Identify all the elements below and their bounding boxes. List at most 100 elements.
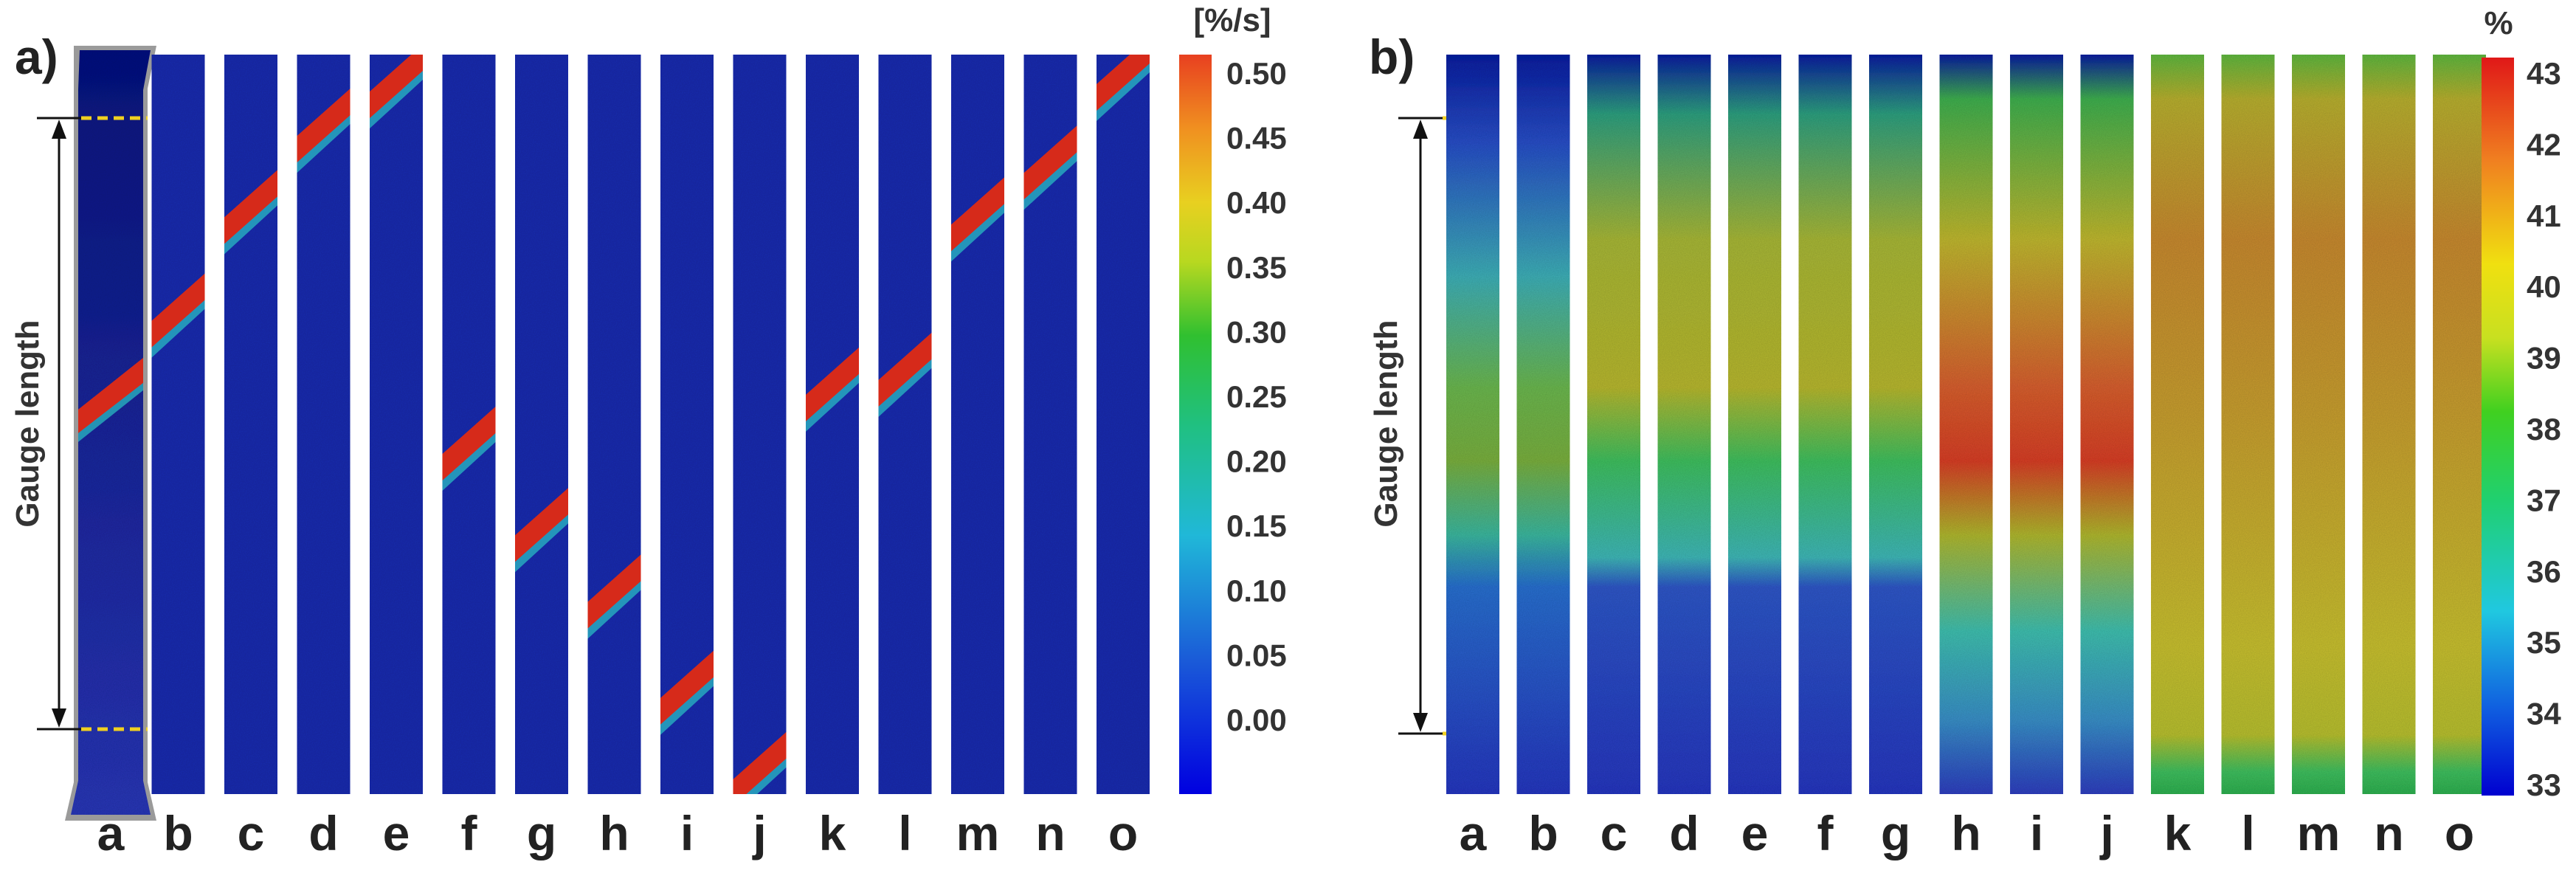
strip-label-a-o: o bbox=[1108, 806, 1138, 861]
strip-b-n bbox=[2362, 55, 2416, 794]
strip-label-a-i: i bbox=[680, 806, 694, 861]
shear-band bbox=[370, 55, 423, 119]
shear-band bbox=[587, 554, 641, 629]
strip-field bbox=[1869, 55, 1922, 794]
strip-field bbox=[297, 55, 351, 794]
strip-label-b-d: d bbox=[1669, 806, 1699, 861]
strip-label-a-f: f bbox=[461, 806, 478, 861]
strip-a-n bbox=[1023, 55, 1077, 794]
strip-label-b-n: n bbox=[2374, 806, 2403, 861]
strip-label-b-k: k bbox=[2164, 806, 2192, 861]
strip-b-i bbox=[2010, 55, 2063, 794]
strip-field bbox=[1587, 55, 1640, 794]
strip-field bbox=[733, 55, 787, 794]
shear-band bbox=[297, 89, 351, 163]
strip-field bbox=[370, 55, 423, 794]
strip-label-b-c: c bbox=[1600, 806, 1628, 861]
strip-label-a-m: m bbox=[956, 806, 1000, 861]
strip-field bbox=[1728, 55, 1781, 794]
shear-band bbox=[442, 407, 496, 481]
strip-field bbox=[806, 55, 859, 794]
strip-b-o bbox=[2433, 55, 2486, 794]
colorbar-b-tick: 40 bbox=[2527, 269, 2561, 304]
strip-a-k bbox=[806, 55, 859, 794]
strip-b-f bbox=[1798, 55, 1852, 794]
panel-b-colorbar: % 43 42 41 40 39 38 37 36 35 34 33 bbox=[2482, 5, 2561, 802]
strip-label-b-g: g bbox=[1881, 806, 1910, 861]
strip-label-a-b: b bbox=[163, 806, 193, 861]
strip-field bbox=[1657, 55, 1711, 794]
colorbar-b-tick: 42 bbox=[2527, 127, 2561, 162]
strip-a-e bbox=[370, 55, 423, 794]
strip-b-c bbox=[1587, 55, 1640, 794]
shear-band bbox=[806, 347, 859, 421]
strip-a-m bbox=[951, 55, 1004, 794]
panel-b-label: b) bbox=[1369, 30, 1415, 84]
strip-label-a-a: a bbox=[97, 806, 125, 861]
strip-field bbox=[151, 55, 205, 794]
strip-label-a-h: h bbox=[599, 806, 629, 861]
shear-band bbox=[78, 357, 143, 433]
strip-label-b-j: j bbox=[2099, 806, 2113, 861]
strip-a-b bbox=[151, 55, 205, 794]
colorbar-b-tick: 34 bbox=[2527, 697, 2561, 731]
gauge-b-arrow-down bbox=[1413, 713, 1428, 732]
strip-a-l bbox=[878, 55, 932, 794]
colorbar-a-tick: 0.15 bbox=[1226, 508, 1287, 543]
strip-label-b-l: l bbox=[2241, 806, 2254, 861]
colorbar-a-tick: 0.00 bbox=[1226, 703, 1287, 737]
shear-band bbox=[1023, 125, 1077, 200]
colorbar-a-tick: 0.45 bbox=[1226, 121, 1287, 156]
colorbar-a-tick: 0.50 bbox=[1226, 56, 1287, 91]
strip-label-a-d: d bbox=[308, 806, 338, 861]
strip-field bbox=[1939, 55, 1993, 794]
strip-field bbox=[2151, 55, 2204, 794]
strip-field bbox=[2292, 55, 2345, 794]
panel-b-strips bbox=[1446, 55, 2486, 794]
strip-a-o bbox=[1097, 55, 1150, 794]
strip-a-d bbox=[297, 55, 351, 794]
colorbar-b-tick: 36 bbox=[2527, 554, 2561, 589]
shear-band bbox=[151, 273, 205, 348]
colorbar-a-ticks: 0.50 0.45 0.40 0.35 0.30 0.25 0.20 0.15 0.10 0.05… bbox=[1226, 56, 1287, 737]
gauge-arrow-up bbox=[52, 120, 66, 139]
strip-field bbox=[2221, 55, 2275, 794]
strip-field bbox=[587, 55, 641, 794]
shear-band bbox=[660, 650, 714, 725]
strip-label-b-f: f bbox=[1817, 806, 1834, 861]
strip-field bbox=[1097, 55, 1150, 794]
strip-b-k bbox=[2151, 55, 2204, 794]
strip-label-a-e: e bbox=[383, 806, 410, 861]
colorbar-a-scale bbox=[1179, 55, 1212, 794]
colorbar-b-tick: 41 bbox=[2527, 199, 2561, 233]
strip-field bbox=[878, 55, 932, 794]
strip-label-a-j: j bbox=[751, 806, 766, 861]
colorbar-b-ticks: 43 42 41 40 39 38 37 36 35 34 33 bbox=[2527, 56, 2561, 802]
strip-field bbox=[2010, 55, 2063, 794]
shear-band bbox=[515, 488, 568, 562]
strip-b-e bbox=[1728, 55, 1781, 794]
shear-band bbox=[951, 177, 1004, 252]
colorbar-b-tick: 37 bbox=[2527, 483, 2561, 517]
colorbar-a-tick: 0.30 bbox=[1226, 314, 1287, 349]
colorbar-a-tick: 0.10 bbox=[1226, 573, 1287, 608]
strip-label-b-b: b bbox=[1528, 806, 1558, 861]
gauge-arrow-down bbox=[52, 708, 66, 728]
strip-label-a-c: c bbox=[238, 806, 265, 861]
shear-band bbox=[878, 332, 932, 407]
strip-field bbox=[1798, 55, 1852, 794]
panel-a-strips bbox=[78, 55, 1150, 794]
strip-a-g bbox=[515, 55, 568, 794]
strip-label-b-h: h bbox=[1951, 806, 1981, 861]
colorbar-a-tick: 0.05 bbox=[1226, 638, 1287, 672]
strip-a-f bbox=[442, 55, 496, 794]
gauge-label-a: Gauge length bbox=[10, 320, 46, 527]
colorbar-b-unit: % bbox=[2484, 5, 2513, 41]
strip-b-m bbox=[2292, 55, 2345, 794]
strip-label-b-i: i bbox=[2030, 806, 2043, 861]
strip-a-a-band bbox=[78, 357, 143, 442]
colorbar-b-tick: 43 bbox=[2527, 56, 2561, 91]
strip-field bbox=[2433, 55, 2486, 794]
